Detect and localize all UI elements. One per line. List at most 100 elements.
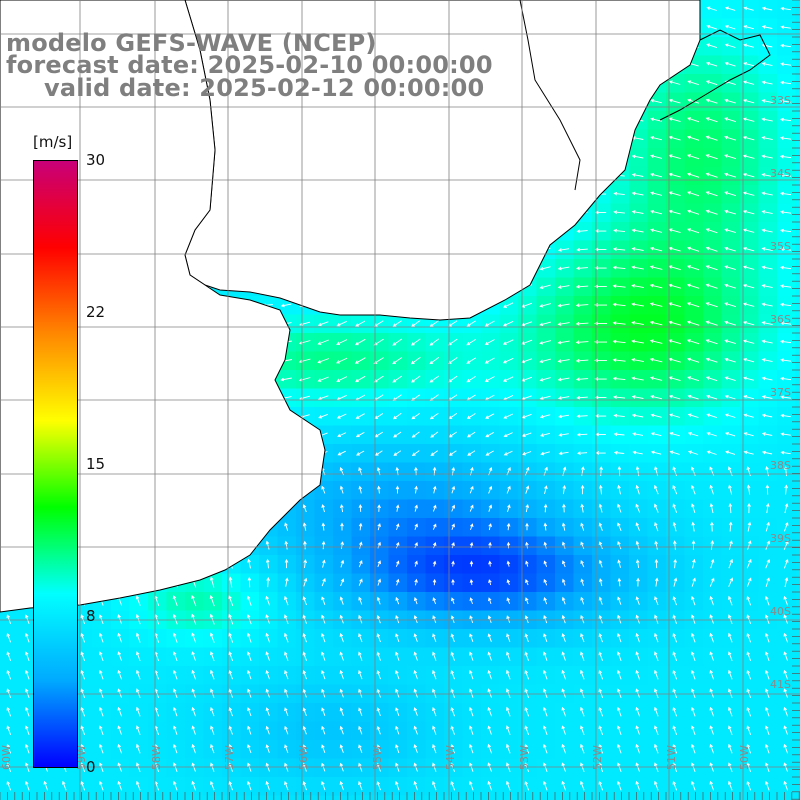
wind-arrow	[746, 743, 752, 754]
wind-arrow	[672, 521, 677, 532]
wind-arrow	[450, 762, 455, 772]
latitude-label: 34S	[770, 167, 791, 180]
field-cell	[370, 444, 390, 464]
field-cell	[499, 462, 519, 482]
wind-arrow	[747, 540, 752, 550]
wind-arrow	[575, 340, 589, 345]
wind-arrow	[724, 43, 736, 48]
wind-arrow	[302, 504, 307, 513]
wind-arrow	[117, 725, 123, 735]
latitude-label: 39S	[770, 532, 791, 545]
wind-arrow	[724, 265, 736, 271]
field-cell	[592, 222, 612, 242]
wind-arrow	[746, 780, 752, 791]
wind-arrow	[761, 321, 773, 326]
wind-arrow	[649, 357, 663, 363]
wind-arrow	[672, 540, 677, 550]
field-cell	[777, 518, 797, 538]
wind-arrow	[724, 302, 737, 308]
wind-arrow	[761, 339, 773, 344]
field-cell	[425, 425, 445, 445]
wind-arrow	[392, 412, 402, 420]
field-cell	[462, 314, 482, 334]
field-cell	[444, 407, 464, 427]
wind-arrow	[414, 523, 418, 530]
wind-arrow	[413, 744, 418, 754]
wind-arrow	[466, 413, 476, 420]
wind-arrow	[487, 688, 493, 698]
field-cell	[629, 795, 649, 800]
wind-arrow	[558, 414, 569, 419]
wind-arrow	[728, 614, 733, 624]
wind-arrow	[728, 780, 733, 791]
field-cell	[758, 555, 778, 575]
longitude-label: 52W	[591, 745, 604, 770]
wind-arrow	[705, 98, 718, 104]
field-cell	[629, 555, 649, 575]
wind-arrow	[265, 651, 271, 661]
wind-arrow	[558, 433, 569, 437]
wind-arrow	[650, 228, 663, 233]
wind-arrow	[413, 651, 418, 661]
wind-arrow	[761, 80, 773, 85]
wind-arrow	[321, 633, 326, 643]
field-cell	[777, 37, 797, 57]
wind-arrow	[691, 540, 696, 550]
wind-arrow	[506, 743, 511, 754]
wind-arrow	[117, 632, 123, 643]
wind-arrow	[284, 744, 289, 754]
field-cell	[388, 795, 408, 800]
field-cell	[777, 536, 797, 556]
field-cell	[444, 444, 464, 464]
wind-arrow	[709, 725, 715, 735]
field-cell	[407, 370, 427, 390]
field-cell	[462, 407, 482, 427]
wind-arrow	[339, 614, 344, 624]
field-cell	[758, 518, 778, 538]
wind-arrow	[724, 228, 736, 234]
wind-arrow	[503, 302, 514, 308]
field-cell	[721, 795, 741, 800]
field-cell	[481, 499, 501, 519]
wind-arrow	[705, 246, 718, 252]
field-cell	[351, 518, 371, 538]
wind-arrow	[765, 706, 770, 717]
wind-arrow	[709, 577, 715, 587]
field-cell	[333, 573, 353, 593]
wind-arrow	[576, 266, 589, 271]
field-cell	[795, 555, 800, 575]
wind-arrow	[746, 669, 752, 680]
wind-arrow	[654, 762, 659, 772]
wind-arrow	[485, 413, 495, 419]
wind-arrow	[506, 780, 511, 791]
wind-arrow	[210, 725, 215, 735]
wind-arrow	[376, 614, 381, 624]
wind-arrow	[25, 762, 30, 772]
wind-arrow	[284, 614, 289, 624]
wind-arrow	[432, 725, 437, 735]
wind-arrow	[191, 632, 197, 643]
wind-arrow	[617, 780, 622, 791]
wind-arrow	[450, 651, 455, 661]
wind-arrow	[581, 466, 585, 476]
colorbar-tick-30: 30	[86, 151, 106, 169]
wind-arrow	[654, 669, 659, 680]
wind-arrow	[635, 669, 641, 680]
wind-arrow	[654, 503, 659, 513]
wind-arrow	[432, 707, 437, 717]
wind-arrow	[539, 284, 551, 290]
wind-arrow	[557, 285, 570, 289]
field-cell	[518, 425, 538, 445]
wind-arrow	[617, 484, 621, 495]
field-cell	[684, 555, 704, 575]
field-cell	[351, 425, 371, 445]
wind-arrow	[709, 632, 715, 643]
wind-arrow	[672, 669, 678, 680]
wind-arrow	[557, 377, 570, 382]
wind-arrow	[173, 780, 178, 791]
wind-arrow	[557, 359, 570, 363]
wind-arrow	[635, 688, 641, 698]
wind-arrow	[247, 651, 252, 661]
wind-arrow	[594, 284, 607, 289]
field-cell	[388, 444, 408, 464]
